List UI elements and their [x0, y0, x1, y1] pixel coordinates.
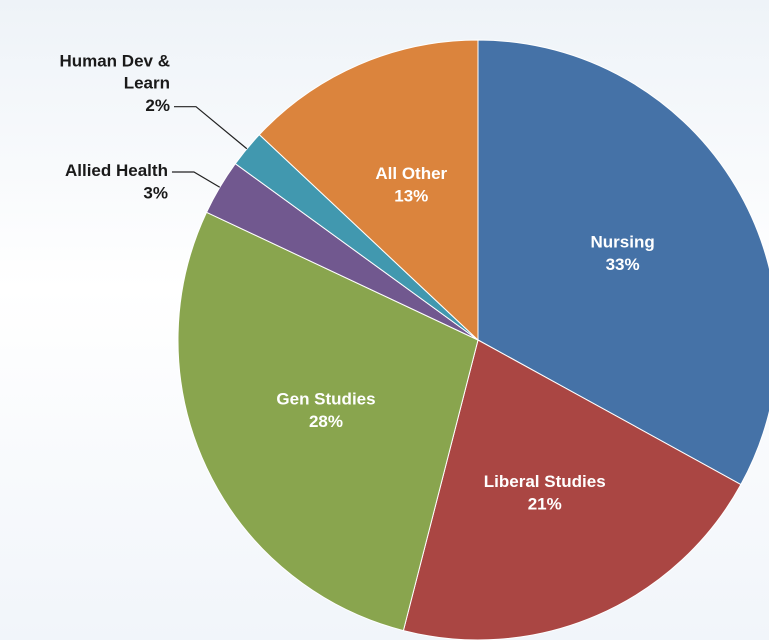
value-label: 2%	[145, 96, 170, 115]
value-label: 13%	[394, 186, 428, 205]
value-label: 33%	[606, 255, 640, 274]
slice-label: Liberal Studies	[484, 473, 606, 492]
value-label: 21%	[528, 495, 562, 514]
slice-label: Allied Health	[65, 162, 168, 181]
value-label: 28%	[309, 412, 343, 431]
pie-slice	[477, 39, 769, 486]
leader-line	[173, 106, 248, 150]
pie-slice	[402, 339, 742, 640]
pie-slice	[177, 211, 479, 632]
slice-label: Human Dev & Learn	[59, 52, 170, 93]
leader-line	[171, 171, 221, 188]
slice-label: All Other	[375, 164, 447, 183]
value-label: 3%	[143, 184, 168, 203]
slice-label: Nursing	[590, 233, 654, 252]
pie-slice	[258, 39, 479, 342]
slice-label: Gen Studies	[276, 390, 375, 409]
